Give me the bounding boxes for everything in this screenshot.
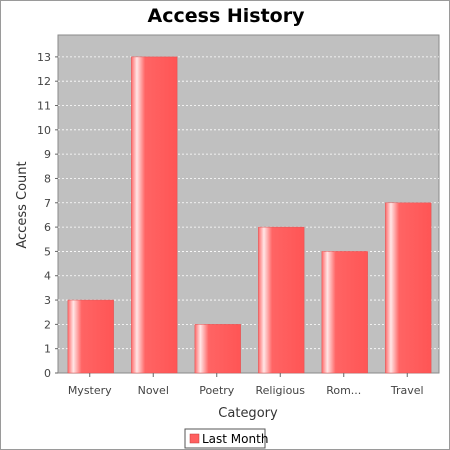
- y-tick-label: 12: [37, 75, 51, 88]
- y-tick-label: 1: [44, 343, 51, 356]
- bar: [321, 251, 368, 374]
- chart-title: Access History: [148, 5, 306, 27]
- y-tick-label: 0: [44, 367, 51, 380]
- legend-box: [184, 428, 266, 449]
- x-tick-label: Mystery: [68, 384, 112, 397]
- y-tick-label: 9: [44, 148, 51, 161]
- x-tick-label: Poetry: [199, 384, 235, 397]
- legend-label: Last Month: [202, 432, 268, 446]
- y-tick-label: 10: [37, 124, 51, 137]
- legend: Last Month: [184, 428, 268, 449]
- y-tick-label: 3: [44, 294, 51, 307]
- bar: [385, 202, 432, 374]
- bar: [67, 299, 114, 374]
- bar: [194, 324, 241, 374]
- x-axis-label: Category: [218, 406, 278, 421]
- y-axis-label: Access Count: [15, 161, 30, 248]
- legend-swatch: [189, 433, 200, 444]
- y-tick-label: 2: [44, 318, 51, 331]
- x-tick-label: Travel: [390, 384, 424, 397]
- y-tick-label: 4: [44, 270, 51, 283]
- y-tick-label: 7: [44, 197, 51, 210]
- bar: [258, 226, 305, 374]
- bar: [131, 56, 178, 374]
- x-axis-ticks: Mystery Novel Poetry Religious Rom... Travel: [68, 373, 424, 397]
- bars: [67, 56, 432, 374]
- x-tick-label: Novel: [138, 384, 169, 397]
- gridlines: [58, 56, 439, 350]
- y-tick-label: 13: [37, 51, 51, 64]
- y-tick-label: 11: [37, 100, 51, 113]
- y-tick-label: 6: [44, 221, 51, 234]
- y-tick-label: 8: [44, 172, 51, 185]
- plot-background: [57, 34, 440, 374]
- x-tick-label: Religious: [256, 384, 306, 397]
- x-tick-label: Rom...: [326, 384, 361, 397]
- plot-area: [57, 34, 440, 374]
- y-tick-label: 5: [44, 245, 51, 258]
